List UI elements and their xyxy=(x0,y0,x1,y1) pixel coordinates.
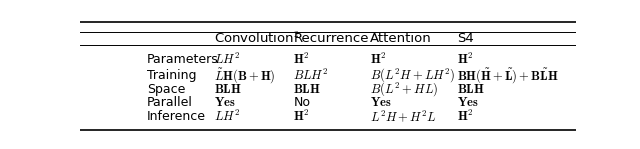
Text: $BLH^2$: $BLH^2$ xyxy=(293,68,329,83)
Text: $\mathbf{H}^2$: $\mathbf{H}^2$ xyxy=(370,52,387,67)
Text: $\tilde{L}\mathbf{H}(\mathbf{B}+\mathbf{H})$: $\tilde{L}\mathbf{H}(\mathbf{B}+\mathbf{… xyxy=(214,66,275,85)
Text: $\mathbf{H}^2$: $\mathbf{H}^2$ xyxy=(293,109,310,124)
Text: $\mathbf{H}^2$: $\mathbf{H}^2$ xyxy=(457,52,473,67)
Text: Attention: Attention xyxy=(370,32,432,45)
Text: $L^2H+H^2L$: $L^2H+H^2L$ xyxy=(370,109,437,124)
Text: $\mathbf{BLH}$: $\mathbf{BLH}$ xyxy=(293,83,321,96)
Text: $\mathbf{BH}(\tilde{\mathbf{H}}+\tilde{\mathbf{L}})+\mathbf{B\tilde{L}H}$: $\mathbf{BH}(\tilde{\mathbf{H}}+\tilde{\… xyxy=(457,66,559,85)
Text: Training: Training xyxy=(147,69,196,82)
Text: Parameters: Parameters xyxy=(147,53,219,66)
Text: $LH^2$: $LH^2$ xyxy=(214,52,240,67)
Text: $\mathbf{H}^2$: $\mathbf{H}^2$ xyxy=(457,109,473,124)
Text: $B(L^2H+LH^2)$: $B(L^2H+LH^2)$ xyxy=(370,66,456,84)
Text: $\mathbf{H}^2$: $\mathbf{H}^2$ xyxy=(293,52,310,67)
Text: $\mathbf{Yes}$: $\mathbf{Yes}$ xyxy=(457,96,479,109)
Text: $\mathbf{BLH}$: $\mathbf{BLH}$ xyxy=(457,83,484,96)
Text: No: No xyxy=(293,96,310,109)
Text: Recurrence: Recurrence xyxy=(293,32,369,45)
Text: $B(L^2+HL)$: $B(L^2+HL)$ xyxy=(370,80,438,98)
Text: $LH^2$: $LH^2$ xyxy=(214,109,240,124)
Text: $\mathbf{Yes}$: $\mathbf{Yes}$ xyxy=(370,96,392,109)
Text: $\mathbf{BLH}$: $\mathbf{BLH}$ xyxy=(214,83,242,96)
Text: Parallel: Parallel xyxy=(147,96,193,109)
Text: $\mathbf{Yes}$: $\mathbf{Yes}$ xyxy=(214,96,236,109)
Text: Convolution$^2$: Convolution$^2$ xyxy=(214,31,300,46)
Text: Inference: Inference xyxy=(147,110,206,123)
Text: Space: Space xyxy=(147,83,186,96)
Text: S4: S4 xyxy=(457,32,474,45)
